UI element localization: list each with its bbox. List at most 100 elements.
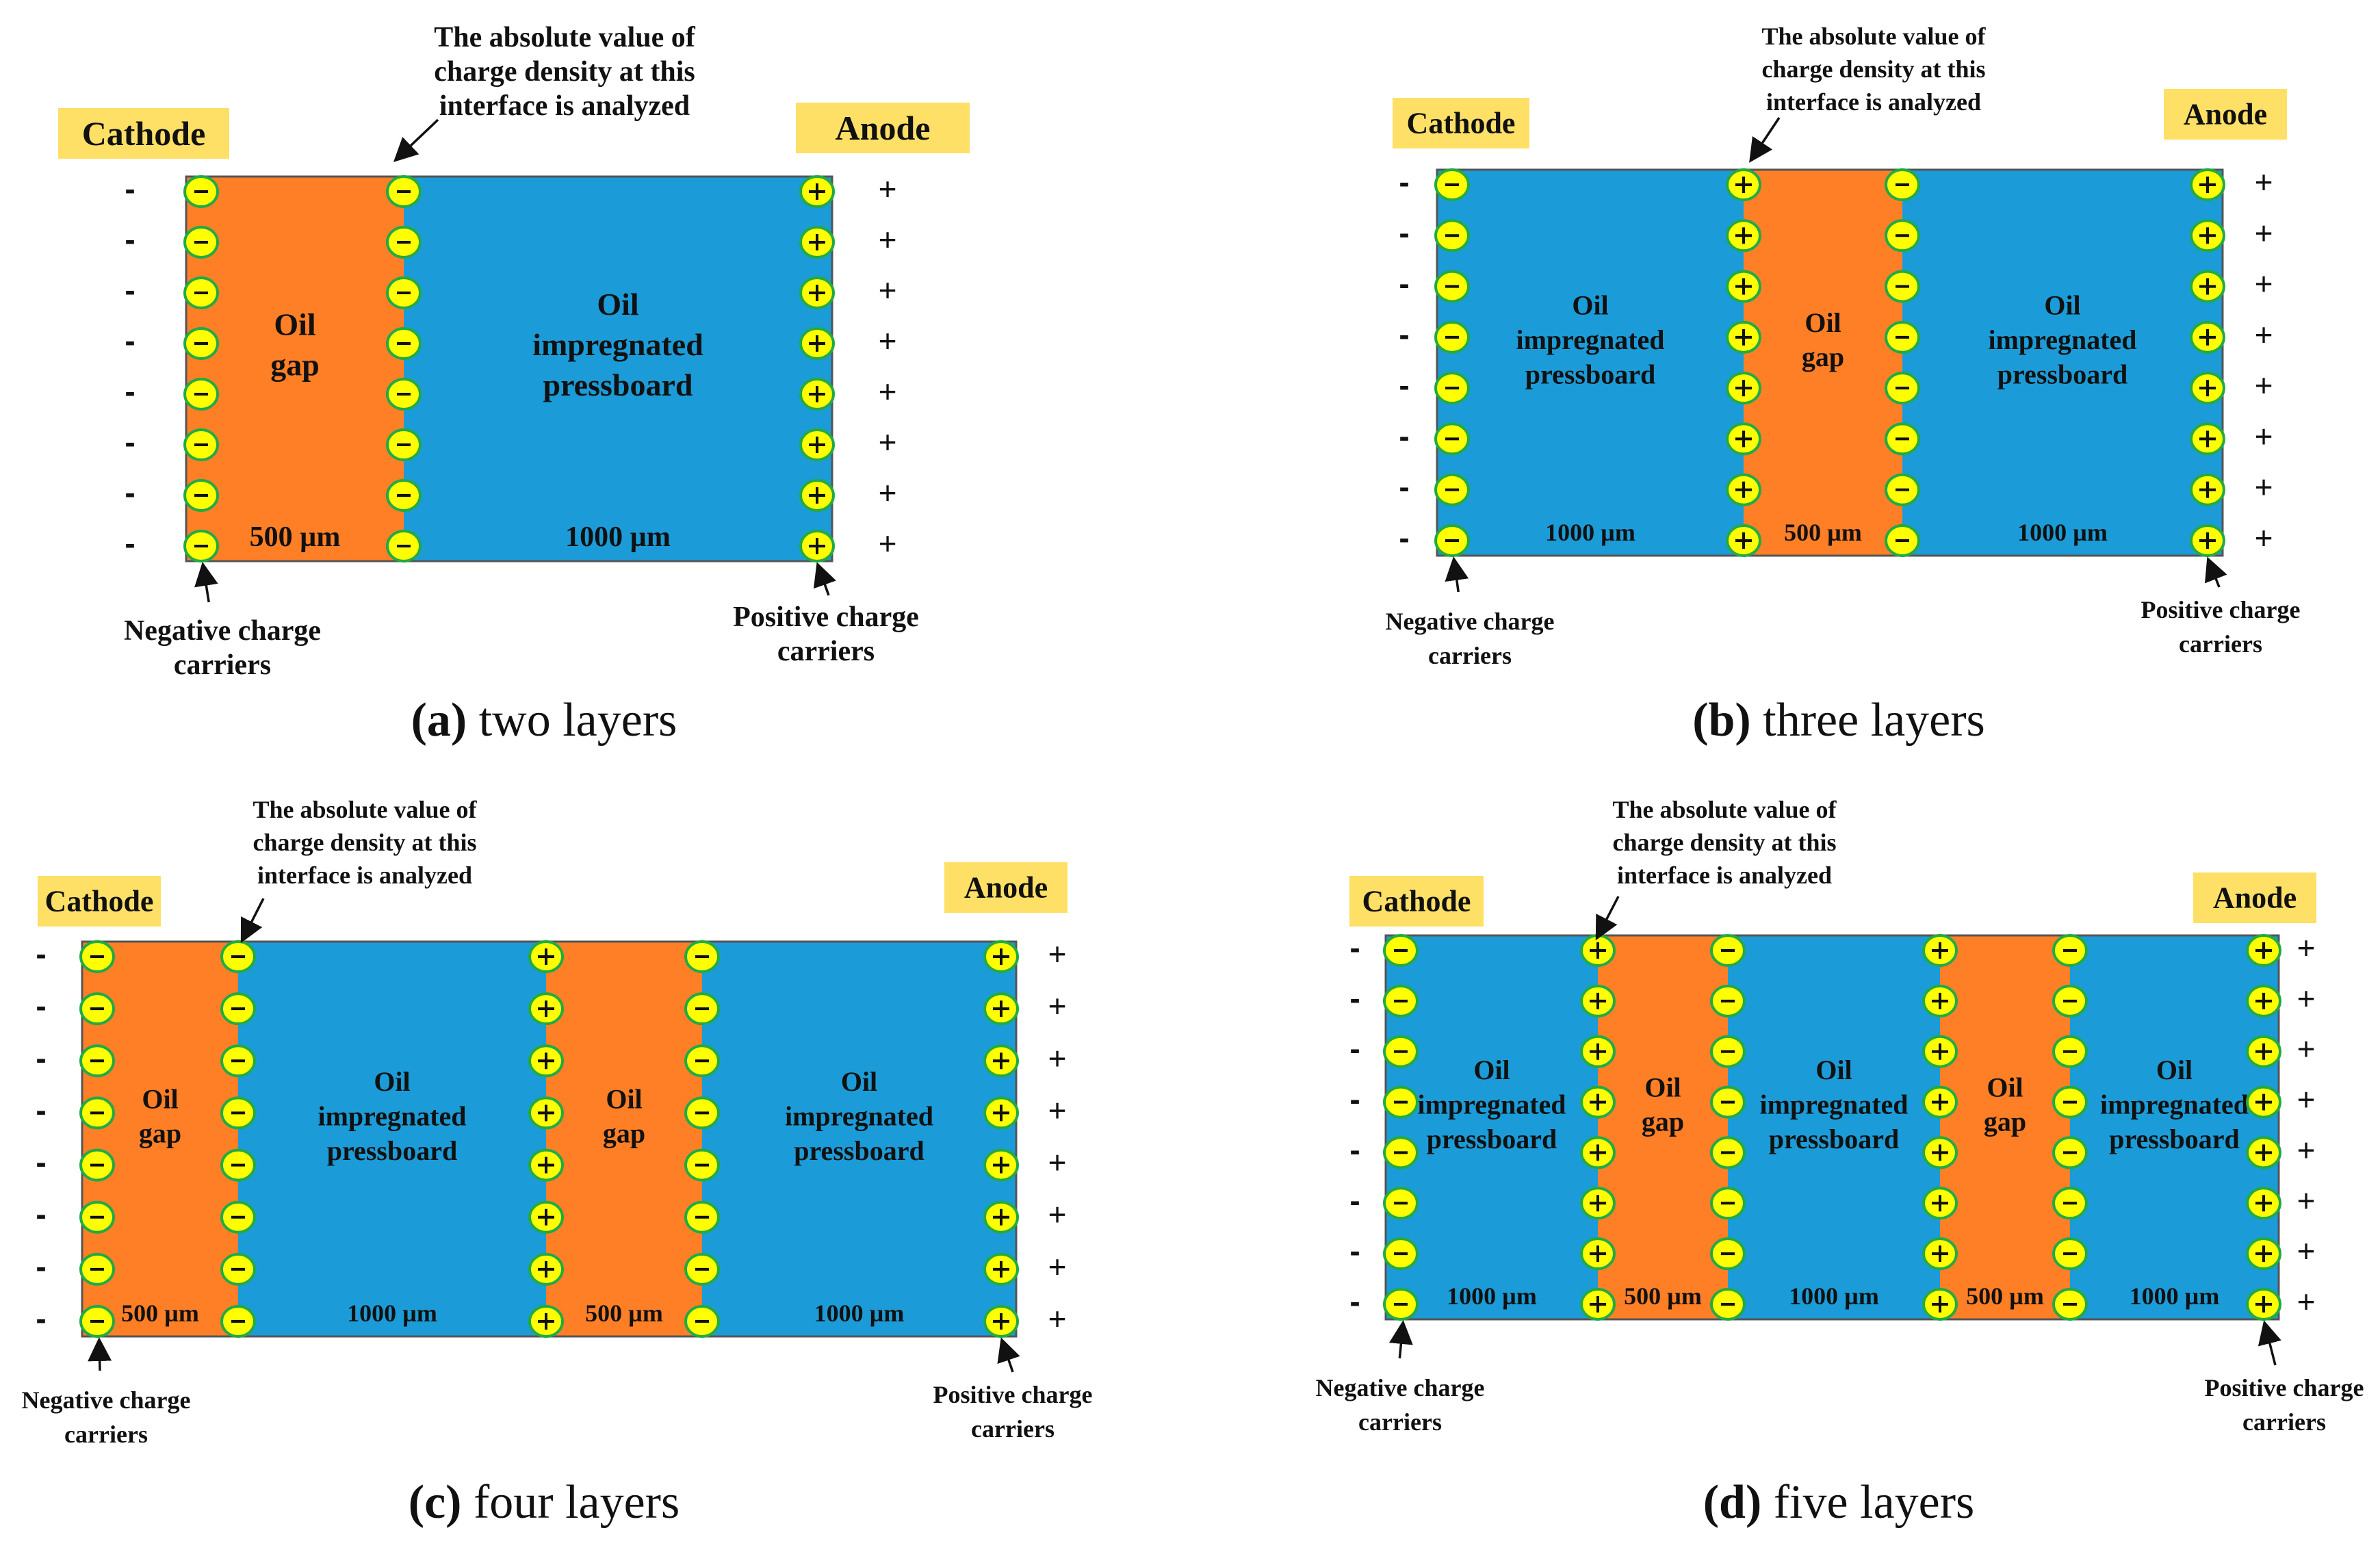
anode-charge-sign: +: [1048, 936, 1067, 972]
negative-carriers-label: Negative charge: [124, 615, 321, 647]
anode-charge-sign: +: [879, 526, 897, 561]
oil-gap-label: Oil: [606, 1083, 642, 1114]
positive-carrier: [983, 1148, 1019, 1182]
board-thickness-label: 1000 µm: [2130, 1282, 2220, 1310]
anode-charge-sign: +: [879, 424, 897, 460]
pressboard-layer: [702, 942, 1016, 1336]
anode-label: Anode: [964, 870, 1048, 904]
positive-carrier: [2190, 270, 2225, 303]
negative-carrier: [1434, 270, 1470, 303]
cathode-charge-sign: -: [36, 1301, 46, 1336]
cathode-charge-sign: -: [1399, 266, 1409, 302]
panel-caption: (b) three layers: [1692, 694, 1985, 747]
negative-carriers-label: Negative charge: [1386, 608, 1555, 635]
negative-carrier: [1383, 1035, 1419, 1068]
positive-carriers-label: carriers: [777, 636, 875, 667]
cathode-charge-sign: -: [125, 272, 135, 308]
anode-charge-sign: +: [879, 272, 897, 308]
negative-carrier: [1710, 1237, 1746, 1271]
positive-carrier: [1726, 422, 1761, 456]
positive-carrier: [799, 530, 835, 562]
negative-carrier: [1710, 984, 1746, 1018]
anode-charge-sign: +: [2297, 1031, 2316, 1067]
anode-charge-sign: +: [1048, 1301, 1067, 1336]
negative-carrier: [1885, 320, 1920, 354]
negative-carrier: [386, 479, 422, 512]
gap-thickness-label: 500 µm: [121, 1299, 199, 1327]
anode-label: Anode: [2184, 97, 2267, 131]
negative-carrier: [1434, 372, 1470, 405]
oil-gap-layer: [186, 177, 404, 561]
cathode-charge-sign: -: [1399, 367, 1409, 403]
anode-charge-sign: +: [1048, 1040, 1067, 1076]
negative-carrier: [1885, 270, 1920, 303]
negative-carrier: [1885, 219, 1920, 253]
positive-carrier: [1726, 168, 1761, 201]
gap-thickness-label: 500 µm: [1966, 1282, 2044, 1310]
interface-note: interface is analyzed: [1766, 88, 1981, 116]
anode-label: Anode: [836, 109, 931, 147]
positive-carrier: [799, 327, 835, 360]
pressboard-label: impregnated: [1988, 324, 2136, 355]
negative-carrier: [220, 1148, 256, 1182]
positive-carrier: [1726, 219, 1761, 253]
negative-carrier: [684, 992, 720, 1026]
oil-gap-label: gap: [603, 1118, 645, 1149]
positive-carrier: [2246, 1085, 2281, 1119]
interface-note: charge density at this: [1762, 55, 1986, 83]
negative-carrier: [2052, 1035, 2088, 1068]
anode-charge-sign: +: [2255, 317, 2273, 352]
positive-carrier: [1922, 934, 1958, 967]
negative-carrier: [1885, 422, 1920, 456]
oil-gap-label: gap: [270, 347, 320, 382]
negative-carrier: [2052, 934, 2088, 967]
board-thickness-label: 1000 µm: [1789, 1282, 1879, 1310]
interface-arrow: [1595, 896, 1620, 941]
caption-text: two layers: [467, 694, 677, 747]
negative-carrier: [684, 1096, 720, 1130]
panel-caption: (d) five layers: [1703, 1476, 1975, 1529]
positive-carrier: [2246, 984, 2281, 1018]
anode-charge-sign: +: [879, 475, 897, 510]
pressboard-label: pressboard: [1427, 1124, 1557, 1154]
negative-carrier: [79, 1305, 115, 1338]
anode-charge-sign: +: [2297, 1182, 2316, 1218]
cathode-label-box: [1393, 98, 1529, 148]
gap-thickness-label: 500 µm: [250, 521, 341, 553]
anode-charge-sign: +: [879, 222, 897, 257]
cathode-label: Cathode: [82, 114, 206, 153]
pressboard-layer: [2070, 935, 2279, 1319]
cathode-label-box: [58, 108, 229, 159]
caption-letter: (a): [411, 694, 467, 747]
negative-carrier: [1383, 1187, 1419, 1220]
cathode-charge-sign: -: [1349, 1031, 1360, 1067]
positive-carriers-label: carriers: [2179, 630, 2262, 658]
oil-gap-layer: [546, 942, 702, 1336]
negative-carrier: [1710, 934, 1746, 967]
negative-carriers-label: Negative charge: [1316, 1374, 1485, 1401]
cathode-charge-sign: -: [1349, 930, 1360, 966]
pressboard-label: Oil: [1572, 290, 1608, 321]
negative-carrier: [79, 940, 115, 973]
anode-charge-sign: +: [2297, 1284, 2316, 1319]
positive-carrier: [1580, 1288, 1616, 1321]
panel-caption: (c) four layers: [409, 1476, 680, 1529]
anode-label-box: [2164, 89, 2287, 140]
anode-label-box: [944, 862, 1068, 913]
interface-note: charge density at this: [434, 56, 695, 88]
pressboard-label: pressboard: [1525, 359, 1655, 389]
negative-carrier: [1885, 524, 1920, 557]
negative-carrier: [183, 378, 219, 411]
positive-carrier: [983, 992, 1019, 1026]
interface-note: charge density at this: [253, 829, 477, 856]
cathode-charge-sign: -: [36, 1197, 46, 1232]
negative-carriers-arrow: [194, 562, 218, 603]
interface-note: The absolute value of: [1761, 23, 1986, 50]
positive-carrier: [1580, 1187, 1616, 1220]
cathode-charge-sign: -: [125, 526, 135, 561]
panel-a: Oil gap 500 µm Oil impregnated pressboard 1000…: [58, 22, 970, 747]
negative-carrier: [220, 940, 256, 973]
cathode-charge-sign: -: [1349, 981, 1360, 1016]
